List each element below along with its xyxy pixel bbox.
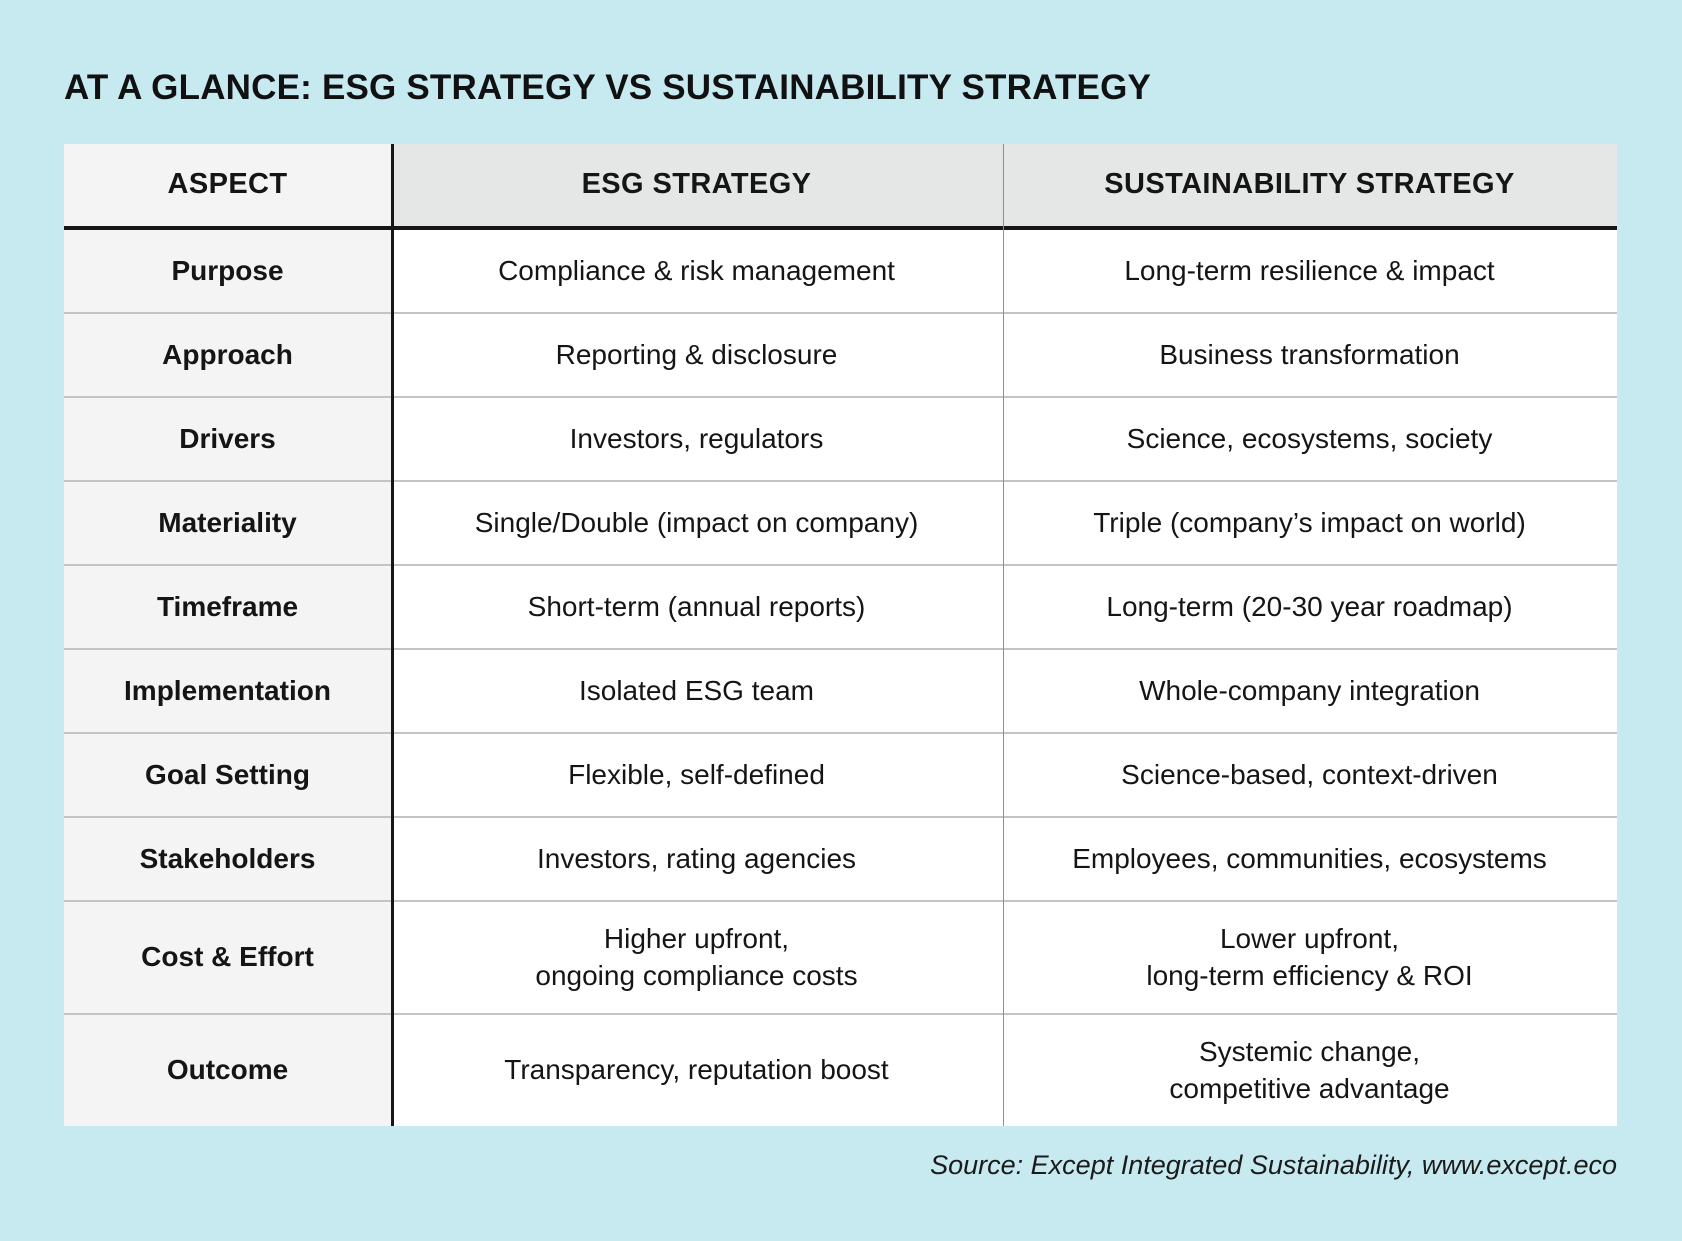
esg-value: Higher upfront, ongoing compliance costs xyxy=(391,902,1002,1013)
esg-value: Investors, regulators xyxy=(391,398,1002,480)
row-label: Purpose xyxy=(64,230,391,312)
sustainability-value: Triple (company’s impact on world) xyxy=(1002,482,1617,564)
esg-value: Short-term (annual reports) xyxy=(391,566,1002,648)
table-row-outcome: Outcome Transparency, reputation boost S… xyxy=(64,1013,1617,1126)
esg-value: Compliance & risk management xyxy=(391,230,1002,312)
esg-value: Reporting & disclosure xyxy=(391,314,1002,396)
table-header-row: ASPECT ESG STRATEGY SUSTAINABILITY STRAT… xyxy=(64,144,1617,230)
esg-value: Transparency, reputation boost xyxy=(391,1015,1002,1126)
row-label: Goal Setting xyxy=(64,734,391,816)
row-label: Approach xyxy=(64,314,391,396)
esg-value: Isolated ESG team xyxy=(391,650,1002,732)
table-row-materiality: Materiality Single/Double (impact on com… xyxy=(64,480,1617,564)
comparison-table: ASPECT ESG STRATEGY SUSTAINABILITY STRAT… xyxy=(64,144,1617,1126)
esg-value: Investors, rating agencies xyxy=(391,818,1002,900)
source-note: Source: Except Integrated Sustainability… xyxy=(930,1150,1617,1180)
esg-value: Single/Double (impact on company) xyxy=(391,482,1002,564)
table-row-goal-setting: Goal Setting Flexible, self-defined Scie… xyxy=(64,732,1617,816)
sustainability-value: Systemic change, competitive advantage xyxy=(1002,1015,1617,1126)
row-label: Materiality xyxy=(64,482,391,564)
sustainability-value: Lower upfront, long-term efficiency & RO… xyxy=(1002,902,1617,1013)
table-row-drivers: Drivers Investors, regulators Science, e… xyxy=(64,396,1617,480)
row-label: Stakeholders xyxy=(64,818,391,900)
row-label: Cost & Effort xyxy=(64,902,391,1013)
strategy-columns-divider xyxy=(1003,144,1004,1126)
sustainability-value: Business transformation xyxy=(1002,314,1617,396)
row-label: Implementation xyxy=(64,650,391,732)
page-title: AT A GLANCE: ESG STRATEGY VS SUSTAINABIL… xyxy=(64,68,1152,107)
header-cell-sustainability-strategy: SUSTAINABILITY STRATEGY xyxy=(1002,144,1617,226)
table-row-cost-effort: Cost & Effort Higher upfront, ongoing co… xyxy=(64,900,1617,1013)
aspect-column-divider xyxy=(391,144,394,1126)
table-row-approach: Approach Reporting & disclosure Business… xyxy=(64,312,1617,396)
row-label: Outcome xyxy=(64,1015,391,1126)
sustainability-value: Long-term (20-30 year roadmap) xyxy=(1002,566,1617,648)
sustainability-value: Science, ecosystems, society xyxy=(1002,398,1617,480)
table-row-timeframe: Timeframe Short-term (annual reports) Lo… xyxy=(64,564,1617,648)
sustainability-value: Employees, communities, ecosystems xyxy=(1002,818,1617,900)
table-row-stakeholders: Stakeholders Investors, rating agencies … xyxy=(64,816,1617,900)
infographic-page: AT A GLANCE: ESG STRATEGY VS SUSTAINABIL… xyxy=(64,68,1617,1126)
table-row-implementation: Implementation Isolated ESG team Whole-c… xyxy=(64,648,1617,732)
sustainability-value: Long-term resilience & impact xyxy=(1002,230,1617,312)
header-cell-aspect: ASPECT xyxy=(64,144,391,226)
sustainability-value: Whole-company integration xyxy=(1002,650,1617,732)
table-row-purpose: Purpose Compliance & risk management Lon… xyxy=(64,230,1617,312)
row-label: Timeframe xyxy=(64,566,391,648)
sustainability-value: Science-based, context-driven xyxy=(1002,734,1617,816)
row-label: Drivers xyxy=(64,398,391,480)
header-cell-esg-strategy: ESG STRATEGY xyxy=(391,144,1002,226)
esg-value: Flexible, self-defined xyxy=(391,734,1002,816)
